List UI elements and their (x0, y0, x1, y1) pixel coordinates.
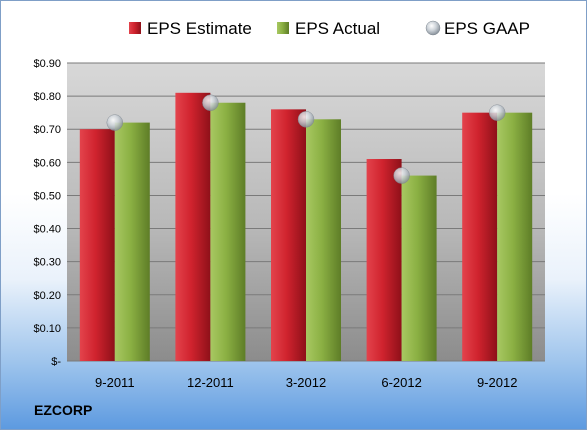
x-tick-label: 9-2012 (477, 375, 517, 390)
gaap-markers (106, 94, 506, 184)
bar-eps-actual (114, 122, 150, 361)
y-tick-label: $0.40 (33, 224, 61, 236)
bar-eps-actual (401, 175, 437, 361)
y-axis-tick-labels: $- $0.10 $0.20 $0.30 $0.40 $0.50 $0.60 $0.70 $0.… (33, 58, 61, 368)
legend-label-eps-gaap: EPS GAAP (444, 19, 530, 38)
marker-eps-gaap (297, 111, 315, 128)
y-tick-label: $0.30 (33, 257, 61, 269)
bar-eps-estimate (366, 159, 402, 361)
y-tick-label: $0.80 (33, 91, 61, 103)
legend-swatch-eps-gaap (425, 20, 441, 36)
bar-eps-actual (497, 112, 533, 362)
y-tick-label: $- (51, 356, 61, 368)
legend: EPS Estimate EPS Actual EPS GAAP (129, 19, 530, 38)
x-tick-label: 9-2011 (95, 375, 135, 390)
legend-swatch-eps-estimate (129, 22, 141, 34)
y-tick-label: $0.90 (33, 58, 61, 70)
legend-label-eps-estimate: EPS Estimate (147, 19, 252, 38)
bars (79, 92, 533, 362)
legend-swatch-eps-actual (277, 22, 289, 34)
company-label: EZCORP (34, 402, 93, 418)
y-tick-label: $0.10 (33, 323, 61, 335)
x-tick-label: 6-2012 (381, 375, 421, 390)
y-tick-label: $0.50 (33, 190, 61, 202)
marker-eps-gaap (488, 104, 506, 121)
bar-eps-estimate (175, 92, 211, 362)
y-tick-label: $0.20 (33, 290, 61, 302)
y-tick-label: $0.70 (33, 124, 61, 136)
marker-eps-gaap (393, 167, 410, 184)
x-axis-tick-labels: 9-2011 12-2011 3-2012 6-2012 9-2012 (95, 375, 517, 390)
bar-eps-estimate (271, 109, 306, 361)
y-tick-label: $0.60 (33, 157, 61, 169)
bar-eps-estimate (79, 129, 115, 361)
bar-eps-estimate (462, 112, 498, 362)
legend-label-eps-actual: EPS Actual (295, 19, 380, 38)
bar-eps-actual (306, 119, 341, 362)
marker-eps-gaap (202, 94, 219, 111)
bar-eps-actual (210, 102, 246, 361)
marker-eps-gaap (106, 114, 124, 131)
x-tick-label: 12-2011 (187, 375, 234, 390)
x-tick-label: 3-2012 (286, 375, 326, 390)
